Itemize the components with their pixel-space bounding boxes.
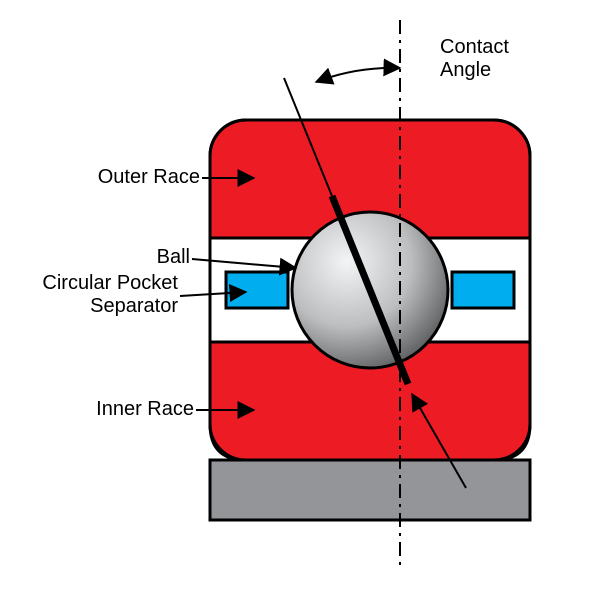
angle-arc [316,68,400,82]
label-ball: Ball [157,246,190,269]
label-inner-race: Inner Race [96,398,194,421]
separator-right [452,272,514,308]
separator-left [226,272,288,308]
label-contact-angle: ContactAngle [440,36,509,82]
label-outer-race: Outer Race [98,166,200,189]
label-circular-pocket-separator: Circular PocketSeparator [42,272,178,318]
shaft [210,460,530,520]
